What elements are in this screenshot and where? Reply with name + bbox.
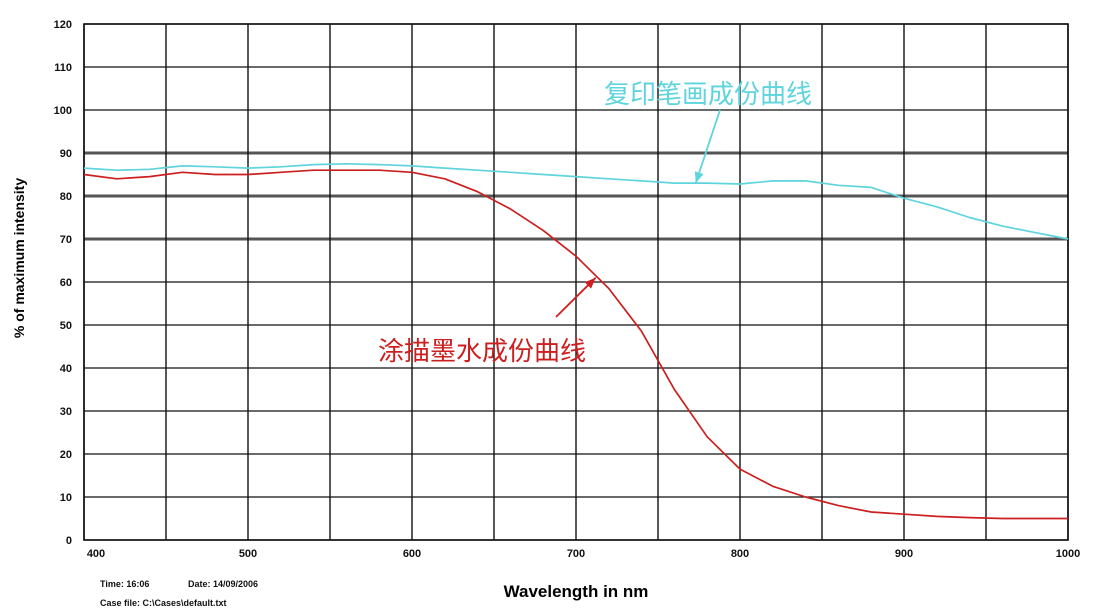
x-tick-label: 600 <box>403 548 421 560</box>
x-tick-label: 700 <box>567 548 585 560</box>
annotation-label-0: 复印笔画成份曲线 <box>604 80 812 110</box>
annotation-arrowhead-1 <box>584 277 596 289</box>
y-axis-label: % of maximum intensity <box>11 178 27 338</box>
case-file-label: Case file: C:\Cases\default.txt <box>100 598 227 608</box>
y-tick-label: 110 <box>54 62 72 74</box>
x-axis-label: Wavelength in nm <box>504 582 649 601</box>
y-tick-label: 90 <box>60 148 72 160</box>
y-tick-label: 10 <box>60 492 72 504</box>
y-tick-label: 50 <box>60 320 72 332</box>
annotation-arrow-0 <box>694 109 721 184</box>
annotation-arrowhead-0 <box>694 171 704 184</box>
x-tick-label: 800 <box>731 548 749 560</box>
y-tick-label: 70 <box>60 234 72 246</box>
x-tick-label: 500 <box>239 548 257 560</box>
plot-frame <box>83 23 1069 541</box>
grid <box>83 23 1069 541</box>
annotation-label-1: 涂描墨水成份曲线 <box>378 337 586 367</box>
y-tick-label: 120 <box>54 19 72 31</box>
y-tick-label: 20 <box>60 449 72 461</box>
x-tick-label: 1000 <box>1056 548 1080 560</box>
x-tick-label: 400 <box>87 548 105 560</box>
y-tick-label: 80 <box>60 191 72 203</box>
x-tick-label: 900 <box>895 548 913 560</box>
y-tick-label: 60 <box>60 277 72 289</box>
y-tick-label: 30 <box>60 406 72 418</box>
series-line-1 <box>83 169 1068 520</box>
y-tick-label: 100 <box>54 105 72 117</box>
time-label: Time: 16:06 <box>100 579 150 589</box>
y-tick-label: 40 <box>60 363 72 375</box>
series-line-0 <box>83 162 1069 240</box>
series-layer <box>83 162 1069 520</box>
y-tick-label: 0 <box>66 535 72 547</box>
date-label: Date: 14/09/2006 <box>188 579 259 589</box>
tick-labels: 0 10 20 30 40 50 60 70 80 90 100 110 120 400 500 600 700… <box>54 19 1081 560</box>
